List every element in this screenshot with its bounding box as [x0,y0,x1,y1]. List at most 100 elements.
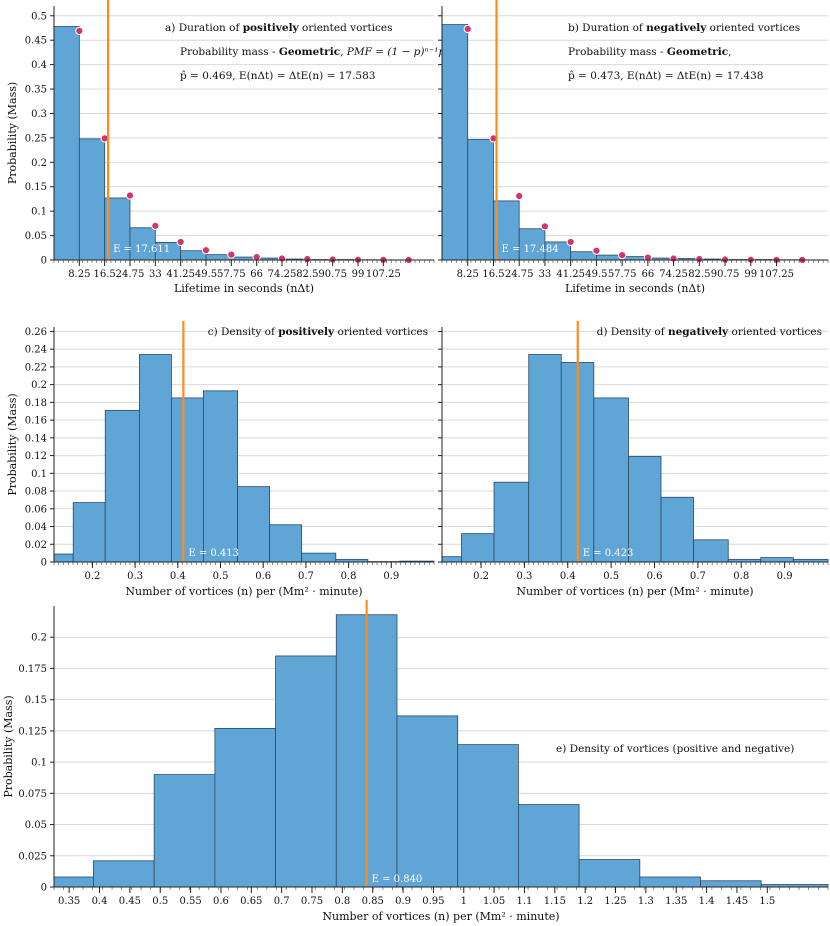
x-tick-label: 41.25 [556,269,585,280]
x-tick-label: 8.25 [457,269,479,280]
x-axis-label: Lifetime in seconds (nΔt) [174,282,314,295]
x-tick-label: 1.25 [604,896,626,907]
x-tick-label: 99 [744,269,757,280]
y-tick-label: 0.2 [31,380,47,391]
panel-a-params-line: p̂ = 0.469, E(nΔt) = ΔtE(n) = 17.583 [180,70,375,82]
x-tick-label: 66 [641,269,654,280]
x-tick-label: 1 [461,896,467,907]
histogram-bar [693,539,729,563]
x-tick-label: 0.5 [213,571,229,582]
x-tick-label: 41.25 [166,269,195,280]
x-tick-label: 0.3 [516,571,532,582]
y-tick-label: 0.12 [25,451,47,462]
y-tick-label: 0.05 [25,231,47,242]
y-tick-label: 0.04 [25,522,47,533]
pmf-marker [540,222,550,231]
pmf-marker [125,191,135,200]
x-tick-label: 49.5 [585,269,607,280]
y-tick-label: 0.35 [25,85,47,96]
x-tick-label: 0.45 [119,896,141,907]
x-tick-label: 0.85 [362,896,384,907]
mean-label: E = 0.840 [372,874,423,885]
x-tick-label: 0.4 [92,896,108,907]
x-tick-label: 0.7 [274,896,290,907]
y-tick-label: 0.18 [25,398,47,409]
y-tick-label: 0.025 [18,851,47,862]
pmf-marker [151,221,160,230]
panel-d: E = 0.423 0.2 0.3 0.4 0.5 0.6 0.7 0.8 0.9 Number… [438,321,829,598]
x-axis-label: Number of vortices (n) per (Mm² · minute… [125,585,362,598]
x-tick-label: 0.4 [560,571,576,582]
pmf-marker [618,251,627,260]
x-tick-label: 0.55 [179,896,201,907]
y-tick-label: 0.175 [18,664,47,675]
pmf-marker [176,237,185,247]
panel-a: E = 17.611 0 0.05 0.1 0.15 0.2 0.25 0.3 0.35 0.4… [6,0,449,295]
y-tick-label: 0.16 [25,416,47,427]
y-tick-label: 0.25 [25,133,47,144]
x-tick-label: 0.9 [383,571,399,582]
histogram-bar [138,354,172,563]
histogram-bar [275,655,337,888]
y-axis-label: Probability (Mass) [6,393,19,495]
mean-label: E = 0.423 [583,548,634,559]
mean-label: E = 0.413 [188,548,239,559]
x-tick-label: 0.3 [127,571,143,582]
x-tick-label: 0.8 [733,571,749,582]
pmf-marker [592,246,601,255]
histogram-bar [700,880,762,888]
histogram-bar [461,533,495,563]
x-tick-label: 33 [539,269,552,280]
histogram-bar [660,496,694,563]
y-tick-label: 0.5 [31,11,47,22]
y-tick-label: 0.24 [25,345,47,356]
histogram-bar [104,409,140,563]
y-tick-label: 0.14 [25,433,47,444]
y-tick-label: 0.1 [31,207,47,218]
histogram-bar [153,774,216,888]
y-axis-label: Probability (Mass) [2,695,15,797]
x-tick-label: 74.25 [268,269,297,280]
pmf-marker [463,24,472,34]
panel-a-pmf-line: Probability mass - Geometric, PMF = (1 −… [180,46,449,58]
x-tick-label: 16.5 [482,269,504,280]
x-tick-label: 1.2 [577,896,593,907]
y-tick-label: 0.05 [25,820,47,831]
histogram-bar [493,481,530,563]
pmf-marker [566,237,575,247]
histogram-bar [578,859,641,888]
histogram-bar [53,876,94,888]
x-tick-label: 107.25 [366,269,401,280]
y-tick-label: 0.4 [31,60,47,71]
x-tick-label: 74.25 [659,269,688,280]
panel-c: E = 0.413 0 0.02 0.04 0.06 0.08 0.1 0.12 0.14 0.… [6,321,435,598]
pmf-marker [515,191,524,201]
x-tick-label: 107.25 [759,269,794,280]
histogram-bar [467,138,494,261]
y-tick-label: 0.06 [25,504,47,515]
x-tick-label: 1.4 [699,896,715,907]
x-tick-label: 0.4 [170,571,186,582]
y-axis-label: Probability (Mass) [6,82,19,184]
x-tick-label: 99 [352,269,365,280]
histogram-bar [72,502,106,563]
x-tick-label: 33 [149,269,162,280]
histogram-bar [237,486,271,563]
x-tick-label: 82.5 [688,269,710,280]
x-tick-label: 0.7 [298,571,314,582]
y-tick-label: 0.22 [25,362,47,373]
x-tick-label: 0.75 [301,896,323,907]
x-tick-label: 24.75 [116,269,145,280]
x-tick-label: 0.6 [647,571,663,582]
panel-b-title: b) Duration of negatively oriented vorti… [568,22,800,34]
y-tick-label: 0.2 [31,633,47,644]
panel-c-title: c) Density of positively oriented vortic… [208,326,428,338]
x-tick-label: 1.45 [726,896,748,907]
panel-d-title: d) Density of negatively oriented vortic… [597,326,822,338]
histogram-bar [53,553,74,563]
x-axis-label: Lifetime in seconds (nΔt) [565,282,705,295]
panel-a-title: a) Duration of positively oriented vorti… [165,22,393,34]
x-tick-label: 1.15 [544,896,566,907]
x-tick-label: 0.6 [255,571,271,582]
